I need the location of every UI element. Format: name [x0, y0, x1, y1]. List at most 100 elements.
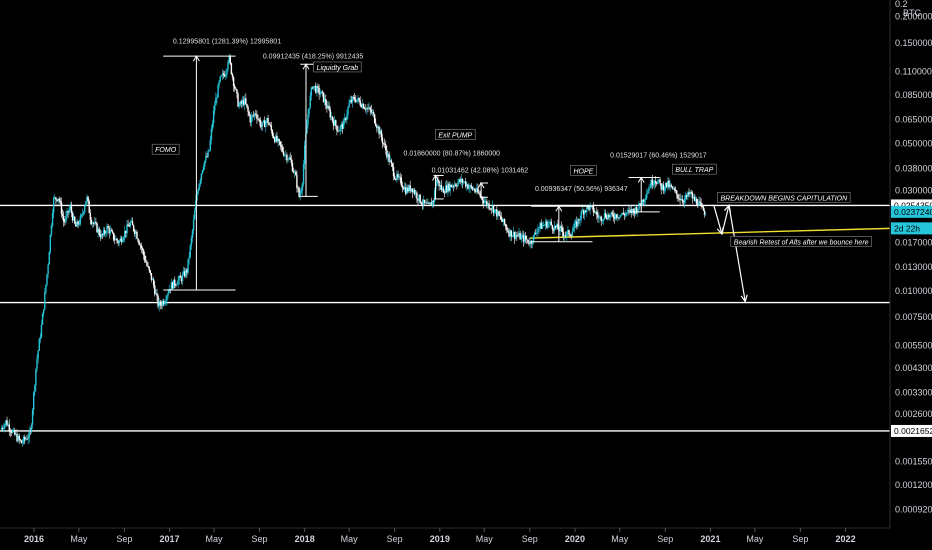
candle-body — [606, 217, 608, 220]
candle-body — [604, 213, 607, 218]
candle-body — [81, 213, 84, 215]
candle-body — [333, 120, 336, 126]
candle-body — [290, 159, 293, 163]
candle-body — [176, 284, 178, 286]
price-tag-box — [891, 205, 932, 218]
tag-bull-trap[interactable]: BULL TRAP — [672, 163, 717, 175]
candle-body — [278, 139, 280, 142]
candle-body — [413, 190, 416, 195]
x-axis[interactable]: 2016 May Sep 2017 May Sep 2018 May Sep 2019 May Sep… — [0, 527, 890, 544]
candle-body — [438, 180, 440, 187]
candle-body — [566, 231, 568, 236]
candle-body — [1, 427, 4, 429]
tag-hope[interactable]: HOPE — [570, 165, 597, 176]
candle-body — [429, 202, 431, 204]
candle-body — [335, 120, 337, 126]
candle-body — [17, 435, 19, 442]
tag-fomo[interactable]: FOMO — [151, 143, 180, 155]
tag-breakdown[interactable]: BREAKDOWN BEGINS CAPITULATION — [717, 192, 851, 203]
candle-body — [277, 139, 279, 142]
y-tick-label: 0.05000000 — [895, 139, 932, 149]
candle-body — [696, 198, 698, 205]
candle-body — [200, 173, 203, 180]
candle-body — [653, 181, 656, 184]
candle-body — [471, 187, 474, 190]
candle-body — [131, 221, 134, 226]
candle-body — [459, 179, 461, 183]
candle-body — [64, 221, 66, 223]
candle-body — [189, 245, 191, 257]
candle-body — [401, 185, 404, 188]
candle-body — [622, 212, 625, 215]
candle-body — [343, 118, 346, 121]
tag-text: Exit PUMP — [438, 133, 472, 140]
candle-body — [201, 170, 204, 174]
candle-body — [550, 221, 552, 226]
candle-body — [184, 271, 186, 277]
candle-body — [556, 224, 558, 228]
candle-body — [244, 98, 246, 105]
candle-body — [175, 285, 177, 286]
candle-body — [239, 101, 241, 106]
y-tick-label: 0.01000000 — [895, 286, 932, 296]
candle-body — [336, 125, 338, 131]
candle-body — [468, 187, 470, 189]
candle-body — [101, 234, 104, 236]
candle-body — [134, 230, 136, 235]
candle-body — [15, 434, 17, 435]
candle-body — [288, 157, 290, 160]
measure-arrowhead — [477, 182, 485, 189]
candle-body — [68, 208, 70, 213]
candle-body — [212, 110, 215, 124]
candle-body — [149, 270, 152, 273]
candle-body — [47, 264, 49, 275]
candle-body — [58, 198, 60, 201]
candle-body — [505, 224, 507, 227]
candle-body — [599, 216, 601, 218]
candle-body — [130, 221, 133, 222]
candle-body — [572, 228, 575, 232]
candle-body — [346, 114, 348, 120]
y-tick-label: 0.08500000 — [895, 90, 932, 100]
candle-body — [440, 184, 442, 190]
tag-exit-pump[interactable]: Exit PUMP — [435, 129, 476, 140]
candle-body — [375, 122, 377, 126]
y-axis[interactable]: 0.2 BTC 0.20000000 0.15000000 0.11000000 0.… — [889, 0, 932, 528]
candle-body — [328, 105, 330, 110]
candle-body — [532, 235, 535, 243]
candle-body — [391, 163, 394, 167]
candle-body — [453, 184, 456, 187]
candle-body — [563, 235, 566, 237]
candle-body — [202, 166, 205, 171]
y-tick-label: 0.00120000 — [895, 480, 932, 490]
candle-body — [155, 293, 157, 295]
candle-body — [473, 189, 476, 191]
candle-body — [145, 260, 147, 263]
candle-body — [678, 198, 680, 200]
candle-body — [179, 276, 181, 278]
tag-liquidity-grab[interactable]: Liquidty Grab — [313, 61, 362, 73]
tag-bearish-retest[interactable]: Bearish Retest of Alts after we bounce h… — [730, 236, 872, 247]
candle-body — [0, 427, 3, 430]
candle-body — [701, 206, 704, 207]
candle-body — [448, 183, 450, 191]
candle-body — [626, 212, 628, 214]
candle-body — [169, 289, 171, 290]
candle-body — [405, 187, 407, 194]
candle-body — [21, 442, 24, 444]
candle-body — [188, 256, 190, 260]
candle-body — [114, 239, 116, 241]
candle-body — [229, 56, 231, 64]
candle-body — [584, 210, 587, 212]
candle-body — [182, 271, 185, 275]
candle-body — [432, 200, 435, 202]
candle-body — [428, 202, 430, 204]
candle-body — [510, 230, 512, 237]
candle-body — [69, 206, 72, 209]
candle-body — [702, 206, 705, 211]
candle-body — [661, 184, 664, 190]
candle-body — [196, 193, 198, 201]
candle-body — [6, 420, 8, 426]
candle-body — [66, 211, 68, 216]
